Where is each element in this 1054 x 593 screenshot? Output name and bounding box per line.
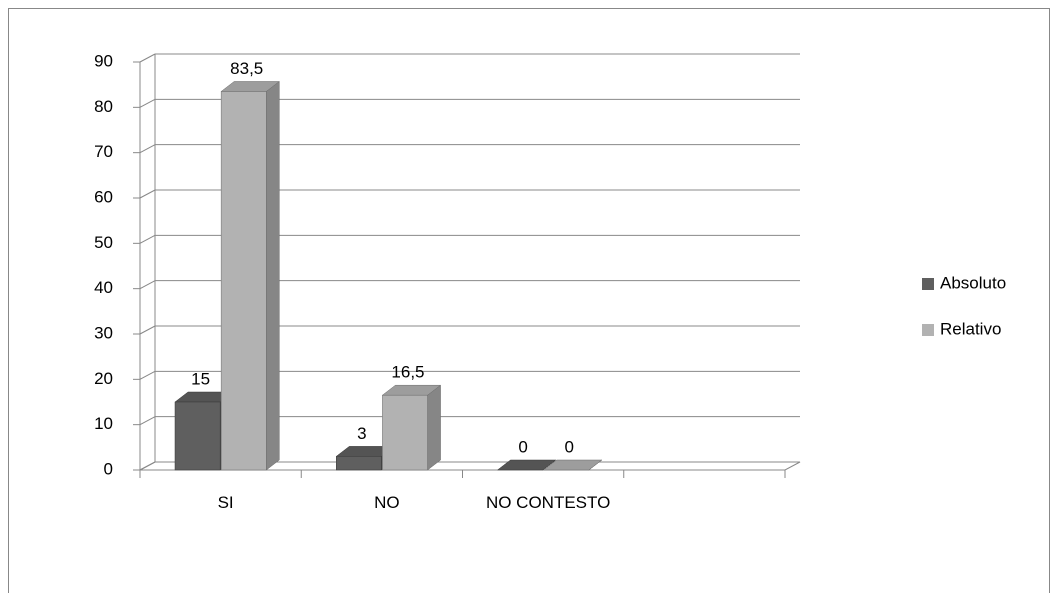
legend-swatch [922, 278, 934, 290]
x-tick-label: NO CONTESTO [485, 493, 611, 512]
y-tick-label: 30 [94, 323, 113, 342]
grid-line [139, 325, 156, 335]
x-tick-label: SI [217, 493, 234, 512]
chart-border [8, 8, 1050, 593]
x-tick-label: NO [374, 493, 400, 512]
value-label: 0 [564, 437, 573, 456]
bar-top [496, 459, 557, 471]
y-tick-label: 50 [94, 233, 113, 252]
y-tick-label: 20 [94, 369, 113, 388]
y-tick-label: 90 [94, 51, 113, 70]
value-label: 0 [518, 437, 527, 456]
grid-line [139, 234, 156, 244]
grid-line [139, 98, 156, 108]
grid-line [139, 144, 156, 154]
grid-line [139, 189, 156, 199]
y-tick-label: 60 [94, 187, 113, 206]
bar [174, 401, 221, 471]
grid-line [139, 280, 156, 290]
value-label: 16,5 [391, 363, 424, 382]
y-tick-label: 70 [94, 142, 113, 161]
y-tick-label: 80 [94, 97, 113, 116]
bar-side [427, 384, 441, 471]
bar-side [266, 80, 280, 471]
value-label: 3 [357, 424, 366, 443]
grid-line [139, 53, 156, 63]
y-tick-label: 40 [94, 278, 113, 297]
bar [382, 394, 428, 471]
y-tick-label: 0 [104, 459, 113, 478]
y-tick-label: 10 [94, 414, 113, 433]
grid-line [139, 370, 156, 380]
legend-swatch [922, 324, 934, 336]
value-label: 15 [191, 369, 210, 388]
legend-label: Absoluto [940, 273, 1006, 292]
grid-line [139, 416, 156, 426]
bar-top [542, 459, 603, 471]
bar [220, 91, 267, 471]
legend-label: Relativo [940, 319, 1001, 338]
value-label: 83,5 [230, 59, 263, 78]
bar [336, 456, 382, 471]
grid-line [139, 461, 156, 471]
